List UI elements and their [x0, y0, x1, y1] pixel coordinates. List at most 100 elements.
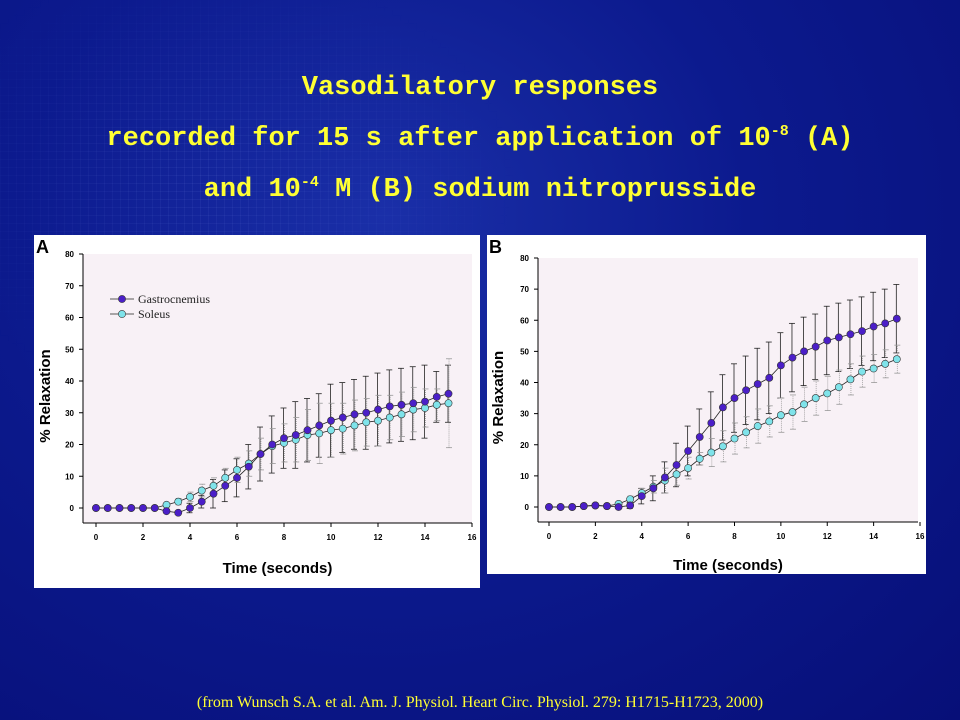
x-tick-label: 4 [640, 532, 645, 541]
plot-area [83, 254, 472, 523]
data-point-gastrocnemius [823, 336, 832, 345]
data-point-gastrocnemius [661, 473, 669, 482]
data-point-soleus [374, 416, 382, 425]
data-point-soleus [765, 417, 774, 426]
title-line-3-text: and 10 [203, 175, 301, 205]
data-point-gastrocnemius [197, 497, 206, 506]
data-point-gastrocnemius [350, 410, 359, 419]
data-point-gastrocnemius [545, 503, 553, 511]
data-point-gastrocnemius [303, 426, 312, 435]
data-point-gastrocnemius [115, 504, 124, 512]
x-tick-label: 8 [282, 533, 287, 542]
data-point-soleus [672, 470, 681, 479]
data-point-soleus [892, 355, 901, 364]
data-point-soleus [719, 442, 727, 451]
data-point-gastrocnemius [139, 504, 147, 512]
data-point-soleus [846, 375, 855, 384]
data-point-gastrocnemius [397, 400, 406, 409]
x-axis-label: Time (seconds) [673, 557, 783, 574]
data-point-soleus [695, 454, 704, 463]
data-point-soleus [385, 413, 394, 422]
data-point-gastrocnemius [811, 342, 820, 351]
chart-panel-a: A 0 10 20 30 40 50 60 70 80 0 2 4 6 8 10 12 14 16 Time (sec… [34, 235, 480, 588]
plot-area [538, 258, 918, 522]
data-point-soleus [742, 428, 750, 437]
data-point-gastrocnemius [869, 322, 878, 331]
y-tick-label: 60 [520, 316, 529, 325]
data-point-soleus [209, 481, 218, 490]
x-axis-label: Time (seconds) [223, 560, 333, 577]
legend-marker [118, 295, 126, 303]
y-tick-label: 10 [65, 472, 74, 481]
data-point-gastrocnemius [186, 504, 194, 512]
data-point-soleus [174, 497, 183, 506]
x-tick-label: 12 [823, 532, 832, 541]
data-point-gastrocnemius [209, 489, 218, 498]
y-tick-label: 70 [520, 285, 529, 294]
x-tick-label: 2 [141, 533, 146, 542]
data-point-gastrocnemius [150, 504, 159, 512]
data-point-gastrocnemius [127, 504, 136, 512]
x-tick-label: 10 [327, 533, 336, 542]
data-point-soleus [315, 429, 324, 438]
data-point-gastrocnemius [707, 419, 716, 427]
data-point-gastrocnemius [614, 503, 623, 511]
data-point-gastrocnemius [568, 503, 577, 511]
chart-panel-b: B 0 10 20 30 40 50 60 70 80 0 2 4 6 8 10 12 14 16 Time (sec… [487, 235, 926, 574]
y-axis-label: % Relaxation [490, 351, 507, 444]
data-point-soleus [338, 424, 347, 433]
data-point-gastrocnemius [695, 433, 704, 441]
panel-label: B [489, 237, 502, 257]
title-line-2: recorded for 15 s after application of 1… [0, 110, 960, 161]
y-tick-label: 20 [520, 441, 529, 450]
data-point-gastrocnemius [244, 462, 253, 471]
title-line-3: and 10-4 M (B) sodium nitroprusside [0, 161, 960, 212]
chart-b-svg: B 0 10 20 30 40 50 60 70 80 0 2 4 6 8 10 12 14 16 Time (sec… [489, 237, 925, 574]
data-point-gastrocnemius [626, 501, 635, 510]
x-tick-label: 12 [374, 533, 383, 542]
data-point-soleus [707, 448, 716, 457]
y-tick-label: 40 [520, 379, 529, 388]
data-point-soleus [186, 492, 194, 501]
data-point-gastrocnemius [385, 402, 394, 411]
data-point-gastrocnemius [776, 361, 785, 370]
y-tick-label: 30 [520, 410, 529, 419]
data-point-soleus [823, 389, 832, 398]
legend-marker [118, 310, 126, 318]
legend-label: Soleus [138, 307, 170, 321]
title-line-2-end: (A) [788, 124, 854, 154]
data-point-soleus [869, 364, 878, 373]
title-line-3-end: M (B) sodium nitroprusside [318, 175, 757, 205]
data-point-gastrocnemius [233, 473, 241, 482]
data-point-gastrocnemius [291, 431, 300, 439]
data-point-gastrocnemius [730, 394, 739, 402]
title-exponent-a: -8 [770, 123, 789, 140]
chart-a-svg: A 0 10 20 30 40 50 60 70 80 0 2 4 6 8 10 12 14 16 Time (sec… [36, 237, 477, 577]
data-point-gastrocnemius [858, 327, 866, 336]
data-point-gastrocnemius [280, 434, 288, 443]
data-point-gastrocnemius [268, 440, 277, 449]
y-tick-label: 40 [65, 377, 74, 386]
data-point-gastrocnemius [221, 481, 230, 490]
data-point-gastrocnemius [788, 353, 797, 362]
x-tick-label: 6 [235, 533, 240, 542]
data-point-soleus [362, 418, 371, 427]
data-point-gastrocnemius [256, 450, 265, 458]
panel-label: A [36, 237, 49, 257]
data-point-gastrocnemius [765, 373, 774, 382]
legend-label: Gastrocnemius [138, 292, 210, 306]
data-point-gastrocnemius [103, 504, 112, 512]
data-point-gastrocnemius [800, 347, 808, 356]
data-point-soleus [221, 473, 230, 482]
x-tick-label: 16 [468, 533, 477, 542]
data-point-gastrocnemius [579, 502, 588, 510]
data-point-soleus [397, 410, 406, 419]
data-point-soleus [776, 411, 785, 420]
data-point-gastrocnemius [892, 314, 901, 323]
y-tick-label: 30 [65, 409, 74, 418]
data-point-soleus [753, 422, 762, 430]
y-tick-label: 80 [65, 250, 74, 259]
x-tick-label: 6 [686, 532, 691, 541]
data-point-gastrocnemius [162, 507, 171, 516]
data-point-soleus [327, 426, 335, 435]
